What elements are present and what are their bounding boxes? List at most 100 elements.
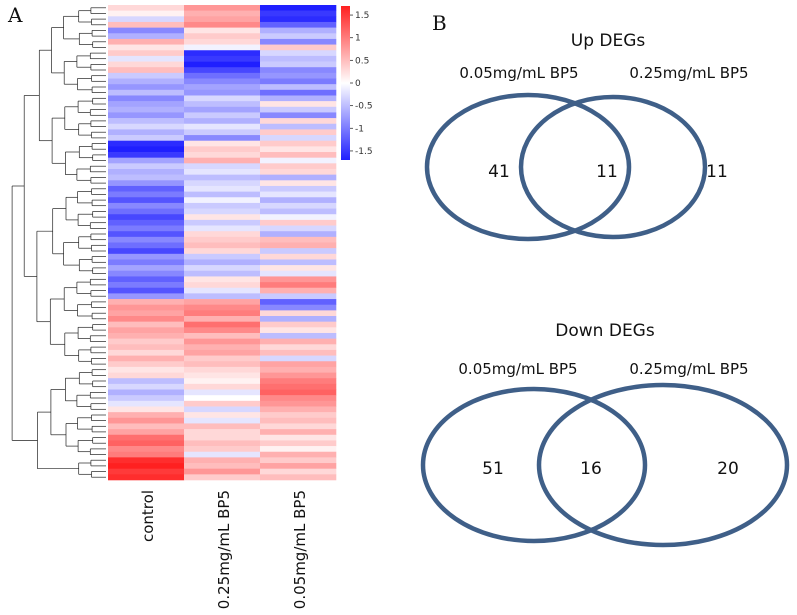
venn-up-ellipse-1 <box>424 92 632 242</box>
heatmap-cell <box>108 106 185 113</box>
heatmap-cell <box>260 67 337 74</box>
heatmap-cell <box>184 38 261 45</box>
heatmap-cell <box>260 412 337 419</box>
heatmap-cell <box>184 276 261 283</box>
heatmap-cell <box>260 366 337 373</box>
heatmap-cell <box>260 389 337 396</box>
heatmap-cell <box>260 440 337 447</box>
heatmap-cell <box>108 412 185 419</box>
venn-up-overlap: 11 <box>596 162 618 182</box>
heatmap-cell <box>184 344 261 351</box>
heatmap-cell <box>260 474 337 481</box>
heatmap-cell <box>260 276 337 283</box>
heatmap-cell <box>184 219 261 226</box>
heatmap-cell <box>108 446 185 453</box>
heatmap-cell <box>108 157 185 164</box>
heatmap-cell <box>184 231 261 238</box>
column-label-control: control <box>139 490 157 542</box>
heatmap-cell <box>260 72 337 79</box>
heatmap-cell <box>184 140 261 147</box>
heatmap-cell <box>108 231 185 238</box>
heatmap-cell <box>184 446 261 453</box>
heatmap-cell <box>108 191 185 198</box>
heatmap-cell <box>260 140 337 147</box>
heatmap-cell <box>260 242 337 249</box>
heatmap-cell <box>184 174 261 181</box>
heatmap-cell <box>184 434 261 441</box>
heatmap-cell <box>184 412 261 419</box>
heatmap-cell <box>184 5 261 11</box>
heatmap-cell <box>184 129 261 136</box>
heatmap-cell <box>184 27 261 34</box>
heatmap-cell <box>184 321 261 328</box>
heatmap-cell <box>184 338 261 345</box>
heatmap-cell <box>108 118 185 125</box>
heatmap-cell <box>184 253 261 260</box>
heatmap-cell <box>260 231 337 238</box>
heatmap-cell <box>184 89 261 96</box>
venn-up-ellipse-2 <box>518 94 708 240</box>
heatmap-cell <box>260 417 337 424</box>
heatmap-cell <box>184 287 261 294</box>
heatmap-cell <box>108 332 185 339</box>
heatmap-cell <box>260 287 337 294</box>
heatmap-cell <box>260 248 337 255</box>
heatmap-cell <box>184 451 261 458</box>
heatmap-cell <box>184 270 261 277</box>
heatmap-cell <box>184 112 261 119</box>
heatmap-cell <box>260 236 337 243</box>
heatmap-cell <box>260 316 337 322</box>
heatmap-cell <box>184 406 261 413</box>
heatmap-cell <box>108 152 185 158</box>
heatmap-cell <box>260 106 337 113</box>
venn-up-set1-label: 0.05mg/mL BP5 <box>459 64 578 82</box>
heatmap-cells <box>108 5 337 481</box>
heatmap-cell <box>184 304 261 311</box>
heatmap-cell <box>260 383 337 390</box>
heatmap-cell <box>184 72 261 79</box>
colorbar-tick-label: 1.5 <box>355 11 369 21</box>
heatmap-cell <box>108 202 185 209</box>
heatmap-cell <box>108 276 185 283</box>
heatmap-cell <box>184 180 261 187</box>
heatmap-cell <box>184 208 261 215</box>
venn-up-set2-label: 0.25mg/mL BP5 <box>629 64 748 82</box>
heatmap-cell <box>260 50 337 57</box>
heatmap-cell <box>108 310 185 317</box>
colorbar-tick-label: -1 <box>355 124 364 134</box>
heatmap-cell <box>108 457 185 464</box>
venn-up-only-second: 11 <box>706 162 728 182</box>
heatmap-cell <box>260 457 337 464</box>
heatmap-cell <box>108 185 185 192</box>
heatmap-cell <box>260 310 337 317</box>
heatmap-cell <box>184 474 261 481</box>
heatmap-cell <box>184 327 261 334</box>
heatmap-cell <box>108 287 185 294</box>
heatmap-cell <box>108 5 185 11</box>
heatmap-cell <box>260 202 337 209</box>
heatmap-cell <box>260 185 337 192</box>
heatmap-cell <box>260 157 337 164</box>
heatmap-cell <box>260 446 337 453</box>
heatmap-cell <box>260 434 337 441</box>
heatmap-cell <box>184 248 261 255</box>
colorbar-tick-label: -1.5 <box>355 147 373 157</box>
heatmap-cell <box>108 61 185 68</box>
heatmap-cell <box>260 118 337 125</box>
heatmap-cell <box>184 242 261 249</box>
heatmap-cell <box>108 282 185 289</box>
heatmap-cell <box>108 95 185 102</box>
heatmap-cell <box>260 406 337 413</box>
heatmap-cell <box>260 361 337 368</box>
heatmap-cell <box>260 112 337 119</box>
heatmap-cell <box>184 378 261 385</box>
heatmap-cell <box>108 474 185 481</box>
heatmap-cell <box>260 338 337 345</box>
heatmap-cell <box>260 55 337 62</box>
heatmap-cell <box>108 417 185 424</box>
heatmap-cell <box>260 327 337 334</box>
heatmap-cell <box>184 225 261 232</box>
heatmap-cell <box>260 174 337 181</box>
heatmap-cell <box>184 106 261 113</box>
